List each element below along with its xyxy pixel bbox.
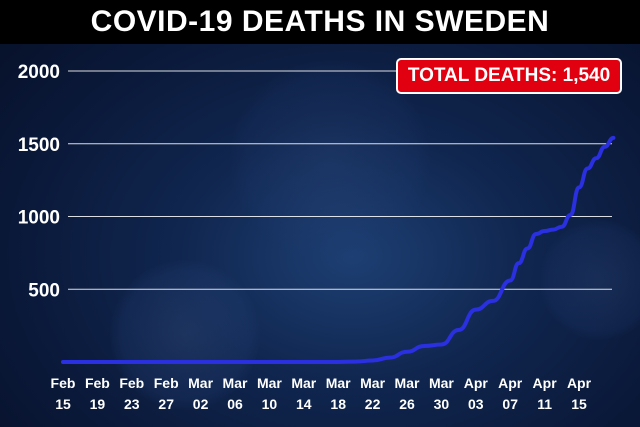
x-axis: Feb 15 Feb 19 Feb 23 Feb 27 Mar 02 Mar 06 Mar 10 Mar 14… xyxy=(51,375,592,412)
x-tick-month: Mar xyxy=(360,375,385,391)
x-tick-day: 18 xyxy=(330,396,346,412)
x-tick-day: 07 xyxy=(502,396,518,412)
x-tick-month: Mar xyxy=(395,375,420,391)
x-tick-day: 02 xyxy=(193,396,209,412)
y-tick-label: 1500 xyxy=(18,135,60,156)
x-tick-month: Feb xyxy=(85,375,110,391)
x-tick-month: Mar xyxy=(429,375,454,391)
y-tick-label: 2000 xyxy=(18,62,60,83)
x-tick-day: 23 xyxy=(124,396,140,412)
y-axis: 500 1000 1500 2000 xyxy=(18,62,60,301)
x-tick-month: Apr xyxy=(567,375,592,391)
x-tick-month: Mar xyxy=(223,375,248,391)
virus-decoration xyxy=(110,260,260,410)
x-tick-day: 10 xyxy=(262,396,278,412)
x-tick-month: Mar xyxy=(188,375,213,391)
x-tick-day: 26 xyxy=(399,396,415,412)
x-tick-month: Mar xyxy=(291,375,316,391)
x-tick-day: 14 xyxy=(296,396,312,412)
x-tick-day: 15 xyxy=(571,396,587,412)
chart-title: COVID-19 DEATHS IN SWEDEN xyxy=(90,5,550,38)
virus-decoration xyxy=(540,220,640,340)
y-tick-label: 500 xyxy=(28,280,60,301)
x-tick-day: 11 xyxy=(537,396,552,412)
virus-decoration xyxy=(230,60,430,260)
x-tick-day: 22 xyxy=(365,396,381,412)
y-tick-label: 1000 xyxy=(18,208,60,229)
x-tick-month: Feb xyxy=(119,375,144,391)
x-tick-day: 19 xyxy=(90,396,106,412)
x-tick-month: Apr xyxy=(498,375,523,391)
x-tick-month: Apr xyxy=(464,375,489,391)
total-deaths-label: TOTAL DEATHS: 1,540 xyxy=(407,65,611,86)
x-tick-month: Feb xyxy=(154,375,179,391)
x-tick-month: Apr xyxy=(533,375,558,391)
x-tick-day: 03 xyxy=(468,396,484,412)
x-tick-day: 15 xyxy=(55,396,71,412)
x-tick-month: Mar xyxy=(326,375,351,391)
total-deaths-badge: TOTAL DEATHS: 1,540 xyxy=(396,58,622,94)
title-bar: COVID-19 DEATHS IN SWEDEN xyxy=(0,0,640,44)
grid-layer xyxy=(68,70,612,290)
x-tick-month: Mar xyxy=(257,375,282,391)
deaths-series-line xyxy=(61,135,616,365)
x-tick-month: Feb xyxy=(51,375,76,391)
x-tick-day: 30 xyxy=(434,396,450,412)
x-tick-day: 06 xyxy=(227,396,243,412)
x-tick-day: 27 xyxy=(158,396,174,412)
